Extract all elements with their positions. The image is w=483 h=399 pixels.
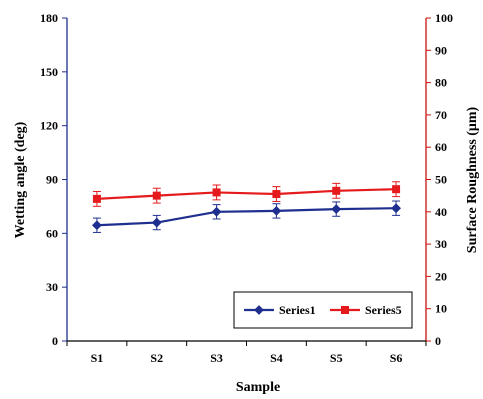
x-tick-label: S1: [91, 351, 104, 365]
right-y-tick-label: 60: [435, 140, 447, 154]
left-y-tick-label: 60: [46, 226, 58, 240]
legend-marker: [341, 306, 349, 314]
x-tick-label: S6: [390, 351, 403, 365]
right-y-tick-label: 90: [435, 43, 447, 57]
right-y-tick-label: 40: [435, 205, 447, 219]
left-y-tick-label: 30: [46, 280, 58, 294]
legend: Series1 Series5: [233, 291, 413, 329]
legend-label: Series5: [365, 303, 402, 317]
series-series1: [92, 200, 401, 233]
left-y-tick-label: 0: [52, 334, 58, 348]
x-tick-label: S3: [210, 351, 223, 365]
right-y-tick-label: 50: [435, 173, 447, 187]
left-y-axis-title: Wetting angle (deg): [13, 121, 28, 238]
data-point: [151, 217, 162, 228]
right-y-tick-label: 100: [435, 11, 453, 25]
legend-label: Series1: [279, 303, 316, 317]
right-y-tick-label: 80: [435, 76, 447, 90]
data-point: [392, 185, 401, 194]
right-y-tick-label: 10: [435, 302, 447, 316]
x-tick-label: S4: [270, 351, 283, 365]
legend-marker: [254, 305, 264, 315]
data-point: [272, 190, 281, 199]
data-point: [332, 186, 341, 195]
x-axis: S1 S2 S3 S4 S5 S6: [66, 341, 427, 365]
right-y-tick-label: 0: [435, 334, 441, 348]
x-tick-label: S2: [150, 351, 163, 365]
right-y-tick-label: 70: [435, 108, 447, 122]
data-point: [271, 205, 282, 216]
x-axis-title: Sample: [236, 380, 280, 394]
data-point: [152, 191, 161, 200]
right-y-axis-title: Surface Roughness (μm): [465, 106, 480, 253]
left-y-axis: 0 30 60 90 120 150 180: [40, 11, 67, 348]
left-y-tick-label: 120: [40, 119, 58, 133]
data-point: [331, 204, 342, 215]
data-point: [391, 203, 401, 214]
data-point: [92, 194, 101, 203]
x-tick-label: S5: [330, 351, 343, 365]
left-y-tick-label: 90: [46, 173, 58, 187]
series-series5: [92, 181, 401, 207]
right-y-tick-label: 20: [435, 269, 447, 283]
data-point: [92, 220, 102, 231]
data-point: [212, 188, 221, 197]
left-y-tick-label: 180: [40, 11, 58, 25]
right-y-tick-label: 30: [435, 237, 447, 251]
left-y-tick-label: 150: [40, 65, 58, 79]
series-line: [96, 207, 397, 227]
series-line: [96, 188, 397, 200]
right-y-axis: 0 10 20 30 40 50 60 70 80 90 100: [426, 11, 453, 348]
data-point: [211, 206, 222, 217]
series-layer: [92, 181, 401, 233]
